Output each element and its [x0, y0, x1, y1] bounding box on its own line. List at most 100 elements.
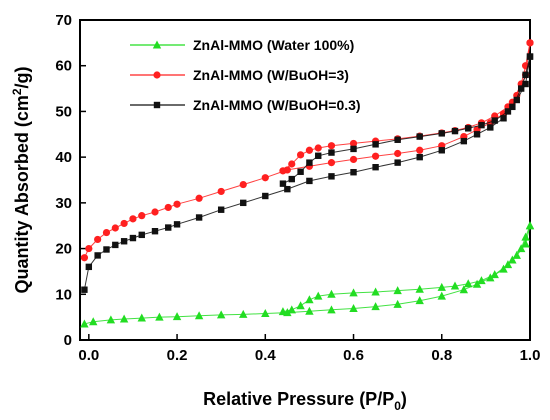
- triangle-marker: [314, 291, 323, 300]
- triangle-marker: [437, 282, 446, 291]
- y-tick-label: 0: [64, 332, 72, 349]
- circle-marker: [261, 174, 269, 182]
- legend-entry: ZnAl-MMO (W/BuOH=0.3): [130, 97, 361, 113]
- square-marker: [129, 234, 137, 242]
- legend-label: ZnAl-MMO (W/BuOH=0.3): [193, 97, 361, 113]
- square-marker: [478, 121, 485, 129]
- triangle-marker: [472, 279, 482, 288]
- x-tick-label: 0.4: [255, 347, 277, 364]
- circle-marker: [164, 203, 172, 212]
- triangle-marker: [415, 296, 424, 305]
- triangle-marker: [278, 307, 288, 316]
- triangle-marker: [516, 244, 526, 253]
- square-marker: [522, 71, 529, 79]
- circle-marker: [296, 151, 305, 159]
- square-marker: [85, 263, 93, 271]
- triangle-marker: [89, 317, 98, 326]
- square-marker: [416, 133, 423, 140]
- square-marker: [328, 173, 335, 180]
- legend-square-marker: [153, 101, 161, 109]
- square-marker: [262, 192, 269, 200]
- triangle-marker: [287, 305, 296, 314]
- square-marker: [416, 153, 423, 161]
- triangle-marker: [521, 239, 530, 248]
- square-marker: [491, 117, 498, 124]
- square-marker: [288, 175, 295, 183]
- circle-marker: [314, 144, 322, 152]
- y-tick-label: 50: [55, 103, 72, 120]
- triangle-marker: [305, 295, 314, 304]
- plot-frame: [79, 19, 531, 341]
- triangle-marker: [512, 250, 521, 259]
- x-tick-label: 0.8: [431, 347, 452, 364]
- circle-marker: [371, 152, 380, 160]
- triangle-marker: [327, 289, 336, 298]
- triangle-marker: [477, 276, 486, 285]
- square-marker: [517, 85, 525, 92]
- series-2: [81, 53, 534, 293]
- square-marker: [81, 286, 88, 293]
- triangle-marker: [305, 306, 314, 315]
- circle-marker: [111, 224, 119, 232]
- circle-marker: [327, 142, 336, 150]
- x-tick-label: 1.0: [520, 347, 541, 364]
- circle-marker: [94, 235, 102, 244]
- square-marker: [297, 168, 304, 175]
- circle-marker: [349, 155, 358, 164]
- square-marker: [394, 159, 401, 166]
- square-marker: [522, 80, 529, 88]
- adsorption-line: [84, 225, 531, 325]
- legend-circle-marker: [153, 71, 161, 79]
- triangle-marker: [194, 311, 204, 320]
- triangle-marker: [80, 319, 89, 328]
- triangle-marker: [525, 221, 535, 230]
- legend-triangle-marker: [152, 40, 162, 49]
- circle-marker: [120, 219, 128, 228]
- square-marker: [438, 147, 445, 154]
- triangle-marker: [499, 264, 508, 273]
- circle-marker: [80, 254, 89, 262]
- triangle-marker: [239, 309, 248, 318]
- legend-label: ZnAl-MMO (Water 100%): [193, 37, 354, 53]
- square-marker: [120, 238, 128, 245]
- circle-marker: [102, 228, 111, 237]
- triangle-marker: [137, 313, 146, 322]
- triangle-marker: [349, 288, 358, 297]
- series-layer: [80, 39, 535, 328]
- square-marker: [504, 108, 512, 115]
- square-marker: [138, 231, 145, 239]
- square-marker: [103, 246, 110, 253]
- square-marker: [94, 252, 101, 259]
- triangle-marker: [296, 301, 305, 310]
- triangle-marker: [172, 312, 182, 321]
- circle-marker: [416, 146, 424, 154]
- y-tick-label: 60: [55, 58, 72, 75]
- x-tick-label: 0.0: [78, 347, 99, 364]
- square-marker: [112, 241, 119, 249]
- circle-marker: [151, 208, 159, 216]
- triangle-marker: [393, 299, 402, 308]
- square-marker: [513, 96, 520, 104]
- triangle-marker: [106, 315, 116, 324]
- triangle-marker: [155, 312, 164, 321]
- triangle-marker: [503, 260, 513, 269]
- circle-marker: [217, 187, 225, 196]
- triangle-marker: [490, 270, 499, 279]
- square-marker: [284, 185, 291, 193]
- circle-marker: [305, 146, 314, 154]
- square-marker: [306, 177, 313, 185]
- triangle-marker: [464, 279, 473, 288]
- square-marker: [372, 141, 379, 148]
- y-tick-label: 30: [55, 195, 72, 212]
- y-tick-label: 10: [55, 286, 72, 303]
- square-marker: [279, 180, 287, 187]
- square-marker: [306, 159, 313, 166]
- circle-marker: [129, 215, 137, 223]
- triangle-marker: [450, 281, 460, 290]
- square-marker: [394, 136, 401, 143]
- circle-marker: [195, 194, 203, 202]
- circle-marker: [173, 200, 181, 208]
- circle-marker: [288, 160, 296, 168]
- triangle-marker: [521, 232, 530, 241]
- circle-marker: [394, 149, 402, 158]
